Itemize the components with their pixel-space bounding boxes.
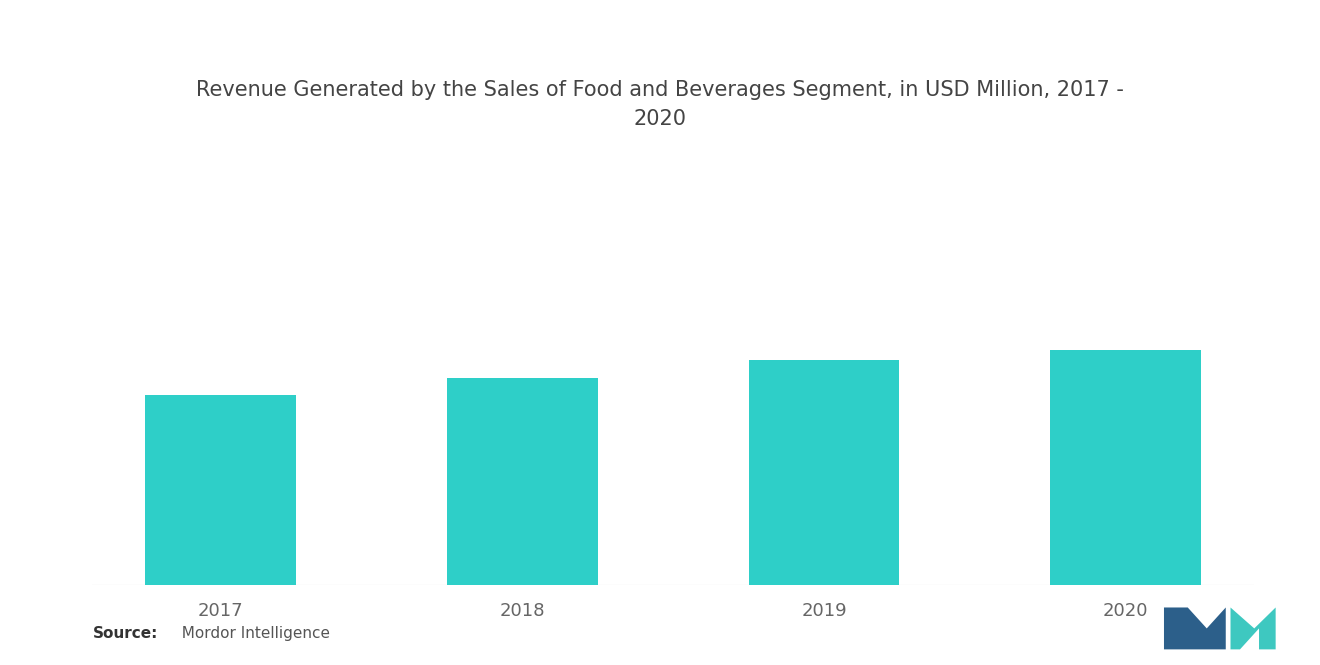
Text: Revenue Generated by the Sales of Food and Beverages Segment, in USD Million, 20: Revenue Generated by the Sales of Food a… [197,80,1123,130]
Bar [1051,350,1201,585]
Polygon shape [1230,608,1275,649]
Bar [447,378,598,585]
Bar [748,360,899,585]
Bar [145,395,296,585]
Text: Source:: Source: [92,626,158,642]
Polygon shape [1164,608,1226,649]
Text: Mordor Intelligence: Mordor Intelligence [172,626,330,642]
